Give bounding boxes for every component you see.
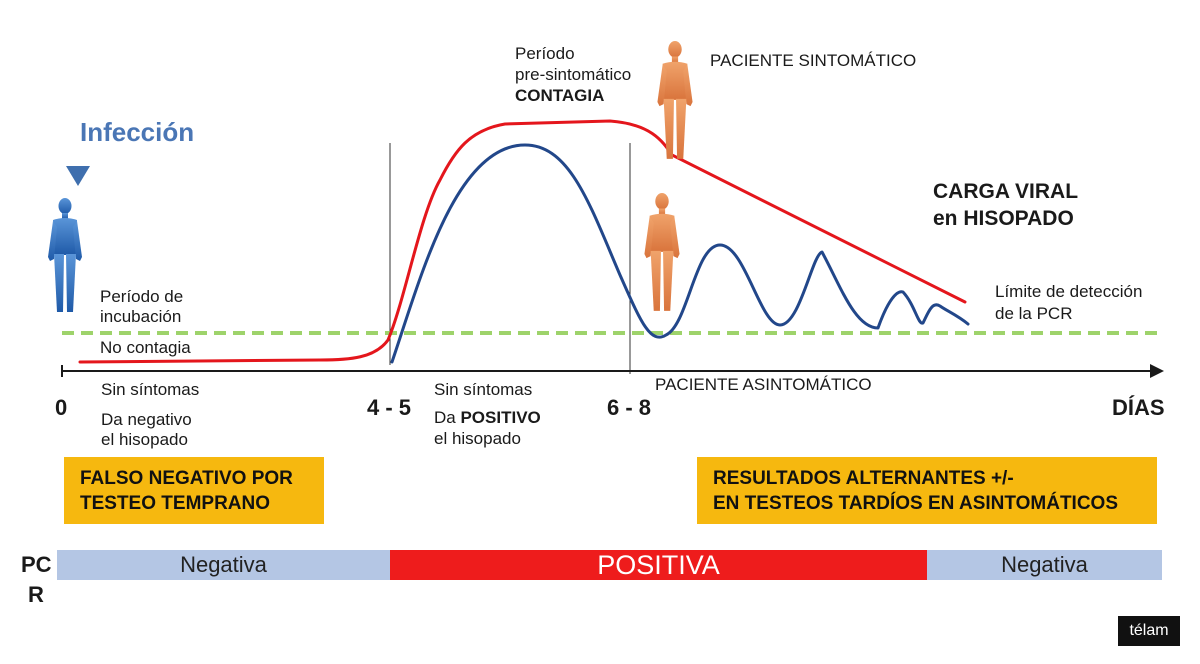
pre-symptomatic-contagia: CONTAGIA: [515, 86, 605, 105]
axis-tick-label-6-8: 6 - 8: [607, 395, 652, 420]
phase2-da: Da: [434, 408, 456, 427]
infection-triangle-icon: [66, 166, 90, 186]
pcr-segment-positive: POSITIVA: [390, 550, 927, 580]
blue-curve-asymptomatic: [390, 143, 970, 364]
phase2-no-symptoms: Sin síntomas: [434, 380, 533, 399]
asymptomatic-patient-label: PACIENTE ASINTOMÁTICO: [655, 375, 872, 394]
pre-symptomatic-line2: pre-sintomático: [515, 65, 632, 84]
red-curve-symptomatic: [78, 119, 967, 364]
phase2-positivo: POSITIVO: [460, 408, 541, 427]
incubation-line2: incubación: [100, 307, 182, 326]
phase1-negative-line1: Da negativo: [101, 410, 192, 429]
alternating-results-line1: RESULTADOS ALTERNANTES +/-: [713, 468, 1014, 489]
false-negative-box: FALSO NEGATIVO POR TESTEO TEMPRANO: [64, 457, 324, 524]
incubation-line1: Período de: [100, 287, 184, 306]
pcr-label-line2: R: [28, 582, 44, 607]
infected-person-icon: [48, 198, 82, 312]
alternating-results-box: RESULTADOS ALTERNANTES +/- EN TESTEOS TA…: [697, 457, 1157, 524]
phase1-negative-line2: el hisopado: [101, 430, 188, 449]
axis-tick-label-4-5: 4 - 5: [367, 395, 412, 420]
pcr-label-line1: PC: [21, 552, 52, 577]
viral-load-line1: CARGA VIRAL: [933, 180, 1079, 203]
infection-label: Infección: [80, 117, 195, 147]
alternating-results-line2: EN TESTEOS TARDÍOS EN ASINTOMÁTICOS: [713, 493, 1119, 514]
axis-unit-label: DÍAS: [1112, 395, 1165, 420]
false-negative-line1: FALSO NEGATIVO POR: [80, 468, 293, 489]
axis-tick-label-0: 0: [55, 395, 68, 420]
detection-limit-line1: Límite de detección: [995, 282, 1143, 301]
axis-arrow-icon: [1150, 364, 1164, 378]
viral-load-line2: en HISOPADO: [933, 207, 1074, 230]
detection-limit-line2: de la PCR: [995, 304, 1073, 323]
symptomatic-patient-label: PACIENTE SINTOMÁTICO: [710, 51, 917, 70]
pre-symptomatic-line1: Período: [515, 44, 575, 63]
pcr-segment-negative-late: Negativa: [927, 550, 1162, 580]
phase2-positive-line2: el hisopado: [434, 429, 521, 448]
phase2-positive-line1: Da POSITIVO: [434, 407, 541, 429]
false-negative-line2: TESTEO TEMPRANO: [80, 493, 271, 514]
pcr-segment-negative-early: Negativa: [57, 550, 390, 580]
telam-logo: télam: [1118, 616, 1180, 646]
asymptomatic-person-icon: [644, 193, 680, 311]
no-contagia-label: No contagia: [100, 338, 191, 357]
phase1-no-symptoms: Sin síntomas: [101, 380, 200, 399]
